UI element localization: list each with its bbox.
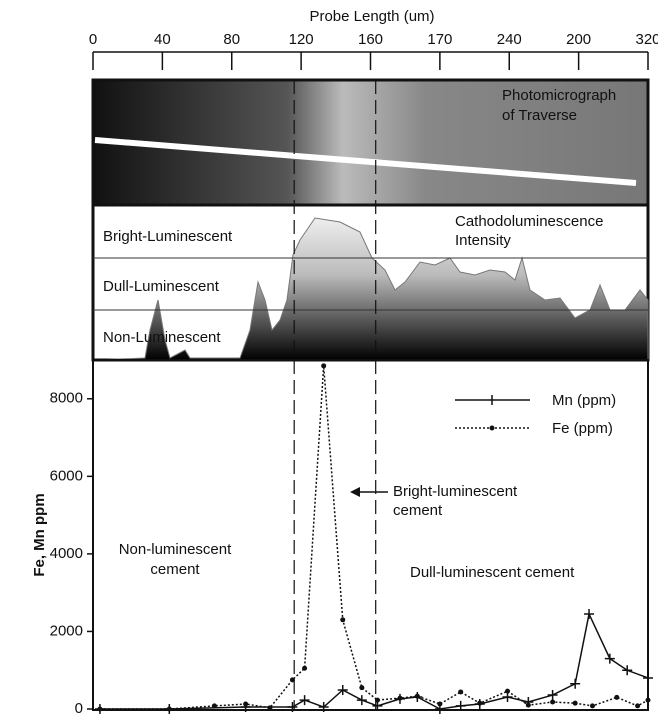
- point: [550, 700, 555, 705]
- point: [359, 685, 364, 690]
- point: [477, 701, 482, 706]
- cl-label: Cathodoluminescence: [455, 213, 603, 230]
- point: [267, 705, 272, 710]
- y-tick-label: 2000: [50, 622, 83, 639]
- x-tick-label: 80: [223, 31, 240, 48]
- x-tick-label: 40: [154, 31, 171, 48]
- point: [300, 695, 310, 705]
- x-axis-title: Probe Length (um): [309, 8, 434, 25]
- x-tick-label: 320: [635, 31, 658, 48]
- point: [584, 609, 594, 619]
- x-tick-label: 0: [89, 31, 97, 48]
- point: [243, 701, 248, 706]
- annotation: cement: [393, 502, 443, 519]
- y-tick-label: 4000: [50, 545, 83, 562]
- cl-label: Intensity: [455, 232, 511, 249]
- point: [590, 703, 595, 708]
- x-tick-label: 120: [289, 31, 314, 48]
- annotation: Bright-luminescent: [393, 483, 518, 500]
- figure: Probe Length (um) Photomicrograph of Tra…: [0, 0, 658, 715]
- point: [646, 698, 651, 703]
- y-axis-title: Fe, Mn ppm: [31, 493, 48, 576]
- point: [97, 707, 102, 712]
- point: [458, 689, 463, 694]
- point: [357, 695, 367, 705]
- arrow-head: [350, 487, 360, 497]
- x-tick-label: 200: [566, 31, 591, 48]
- x-tick-label: 170: [427, 31, 452, 48]
- y-tick-label: 8000: [50, 390, 83, 407]
- point: [643, 673, 653, 683]
- point: [614, 695, 619, 700]
- photo-label: of Traverse: [502, 107, 577, 124]
- annotation: Dull-luminescent cement: [410, 564, 575, 581]
- y-tick-label: 0: [75, 700, 83, 715]
- point: [321, 363, 326, 368]
- band-label: Non-Luminescent: [103, 329, 221, 346]
- legend-label: Fe (ppm): [552, 420, 613, 437]
- point: [622, 665, 632, 675]
- point: [302, 666, 307, 671]
- point: [212, 703, 217, 708]
- plot-frame: [93, 360, 648, 710]
- photo-label: Photomicrograph: [502, 87, 616, 104]
- x-tick-label: 240: [497, 31, 522, 48]
- band-label: Dull-Luminescent: [103, 278, 220, 295]
- point: [437, 701, 442, 706]
- point: [397, 696, 402, 701]
- point: [340, 617, 345, 622]
- legend-label: Mn (ppm): [552, 392, 616, 409]
- point: [290, 677, 295, 682]
- point: [570, 679, 580, 689]
- point: [375, 698, 380, 703]
- point: [635, 703, 640, 708]
- point: [573, 701, 578, 706]
- legend-marker: [490, 426, 495, 431]
- annotation: Non-luminescent: [119, 541, 232, 558]
- band-label: Bright-Luminescent: [103, 228, 233, 245]
- point: [415, 694, 420, 699]
- annotation: cement: [150, 561, 200, 578]
- point: [505, 689, 510, 694]
- y-tick-label: 6000: [50, 467, 83, 484]
- x-tick-label: 160: [358, 31, 383, 48]
- series-line: [100, 366, 648, 709]
- point: [548, 690, 558, 700]
- point: [167, 707, 172, 712]
- point: [605, 654, 615, 664]
- point: [526, 703, 531, 708]
- series-line: [100, 614, 648, 709]
